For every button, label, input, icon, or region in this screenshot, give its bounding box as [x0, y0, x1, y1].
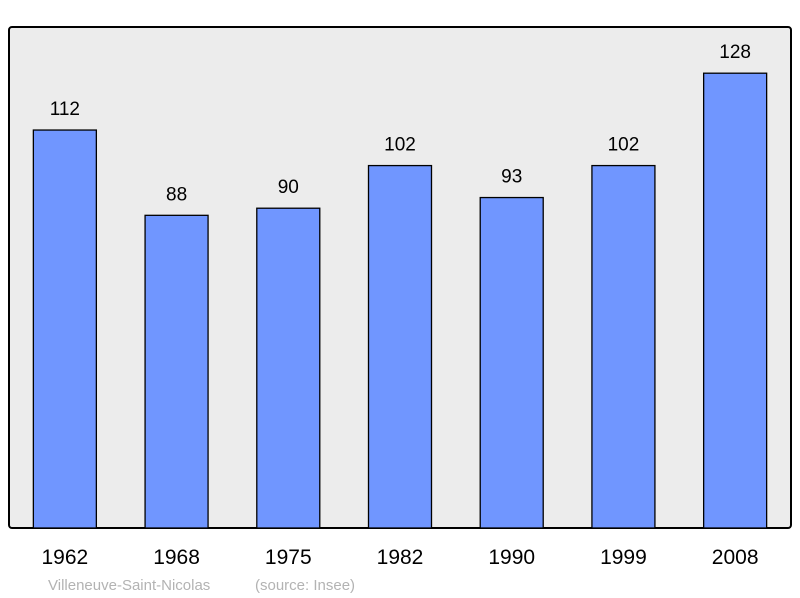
bar-1975 — [256, 207, 321, 529]
caption-source: (source: Insee) — [255, 577, 355, 594]
x-tick-label: 1962 — [41, 546, 88, 569]
bar-1999 — [591, 164, 656, 529]
bar-1962 — [32, 129, 98, 529]
caption-place: Villeneuve-Saint-Nicolas — [48, 577, 210, 594]
bar-1982 — [367, 164, 433, 529]
data-label-1962: 112 — [50, 99, 80, 120]
bar-1968 — [144, 214, 209, 529]
bar-1990 — [479, 196, 544, 529]
x-tick-label: 1999 — [600, 546, 647, 569]
data-label-1990: 93 — [501, 167, 522, 188]
x-tick-label: 1990 — [488, 546, 535, 569]
x-tick-label: 1982 — [377, 546, 424, 569]
data-label-1999: 102 — [608, 135, 640, 156]
x-tick-label: 1968 — [153, 546, 200, 569]
data-label-1968: 88 — [166, 184, 187, 205]
x-tick-label: 1975 — [265, 546, 312, 569]
bar-2008 — [702, 72, 768, 529]
x-tick-label: 2008 — [712, 546, 759, 569]
data-label-1982: 102 — [384, 135, 416, 156]
data-label-1975: 90 — [278, 177, 299, 198]
data-label-2008: 128 — [719, 42, 751, 63]
